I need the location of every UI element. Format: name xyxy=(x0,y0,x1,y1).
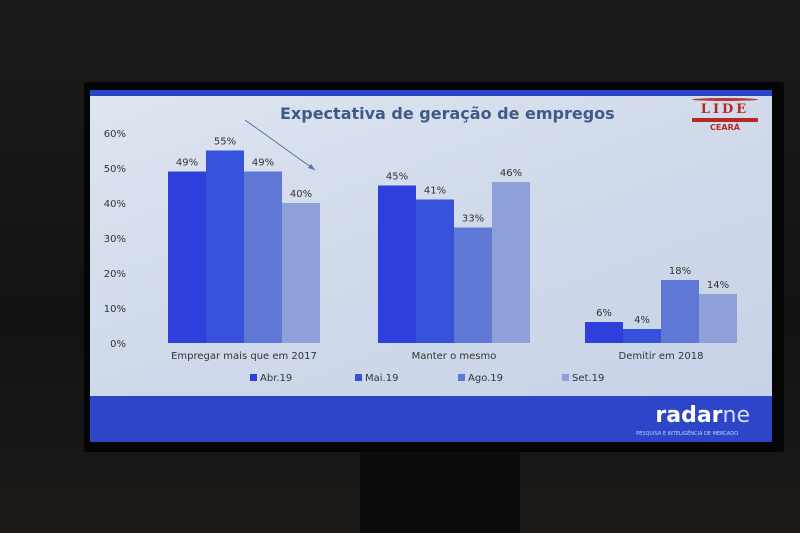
data-label: 41% xyxy=(424,186,446,197)
y-tick-label: 20% xyxy=(104,269,126,280)
data-label: 14% xyxy=(707,280,729,291)
legend-label: Ago.19 xyxy=(468,373,503,384)
lide-logo-region: CEARÁ xyxy=(710,123,740,132)
bar-abr-19 xyxy=(585,322,623,343)
data-label: 55% xyxy=(214,137,236,148)
lide-logo-text: LIDE xyxy=(700,102,750,117)
data-label: 49% xyxy=(252,158,274,169)
chart-title: Expectativa de geração de empregos xyxy=(280,104,615,123)
legend-label: Mai.19 xyxy=(365,373,398,384)
data-label: 49% xyxy=(176,158,198,169)
bar-set-19 xyxy=(699,294,737,343)
radarne-logo: radarne xyxy=(655,403,750,428)
bar-set-19 xyxy=(282,203,320,343)
y-tick-label: 40% xyxy=(104,199,126,210)
bar-mai-19 xyxy=(206,150,244,343)
slide-screen: Expectativa de geração de empregos LIDE … xyxy=(90,90,772,442)
data-label: 46% xyxy=(500,168,522,179)
category-label: Empregar mais que em 2017 xyxy=(171,351,317,362)
data-label: 18% xyxy=(669,266,691,277)
bar-chart: 0% 10% 20% 30% 40% 50% 60% 49% 55% 49% 40% Empregar… xyxy=(104,119,737,384)
monitor-stand xyxy=(360,452,520,533)
bar-ago-19 xyxy=(454,227,492,343)
y-tick-label: 0% xyxy=(110,339,126,350)
bar-set-19 xyxy=(492,182,530,343)
data-label: 6% xyxy=(596,308,612,319)
bar-ago-19 xyxy=(244,171,282,343)
data-label: 40% xyxy=(290,189,312,200)
bar-abr-19 xyxy=(168,171,206,343)
bar-mai-19 xyxy=(416,199,454,343)
legend-swatch xyxy=(355,374,362,381)
category-label: Demitir em 2018 xyxy=(619,351,704,362)
slide-footer: radarne PESQUISA E INTELIGÊNCIA DE MERCA… xyxy=(90,396,772,442)
arrow-head-icon xyxy=(308,164,315,170)
category-label: Manter o mesmo xyxy=(412,351,497,362)
lide-logo: LIDE CEARÁ xyxy=(692,98,758,132)
legend-swatch xyxy=(250,374,257,381)
data-label: 33% xyxy=(462,214,484,225)
bar-abr-19 xyxy=(378,185,416,343)
y-tick-label: 50% xyxy=(104,164,126,175)
bar-ago-19 xyxy=(661,280,699,343)
data-label: 45% xyxy=(386,172,408,183)
legend-label: Set.19 xyxy=(572,373,604,384)
legend-label: Abr.19 xyxy=(260,373,292,384)
radarne-tagline: PESQUISA E INTELIGÊNCIA DE MERCADO xyxy=(636,431,738,437)
legend-swatch xyxy=(562,374,569,381)
trend-arrow xyxy=(244,119,316,171)
y-tick-label: 60% xyxy=(104,129,126,140)
y-tick-label: 30% xyxy=(104,234,126,245)
slide-top-bar xyxy=(90,90,772,96)
y-tick-label: 10% xyxy=(104,304,126,315)
data-label: 4% xyxy=(634,315,650,326)
legend-swatch xyxy=(458,374,465,381)
bar-mai-19 xyxy=(623,329,661,343)
